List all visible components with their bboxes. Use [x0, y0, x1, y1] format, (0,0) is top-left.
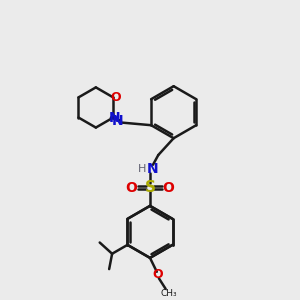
- Text: H: H: [138, 164, 146, 174]
- Text: O: O: [110, 91, 121, 104]
- Text: N: N: [111, 114, 123, 128]
- Text: O: O: [126, 181, 138, 195]
- Text: CH₃: CH₃: [160, 289, 177, 298]
- Text: N: N: [146, 162, 158, 176]
- Text: O: O: [162, 181, 174, 195]
- Text: S: S: [145, 180, 155, 195]
- Text: N: N: [109, 110, 121, 124]
- Text: O: O: [152, 268, 163, 281]
